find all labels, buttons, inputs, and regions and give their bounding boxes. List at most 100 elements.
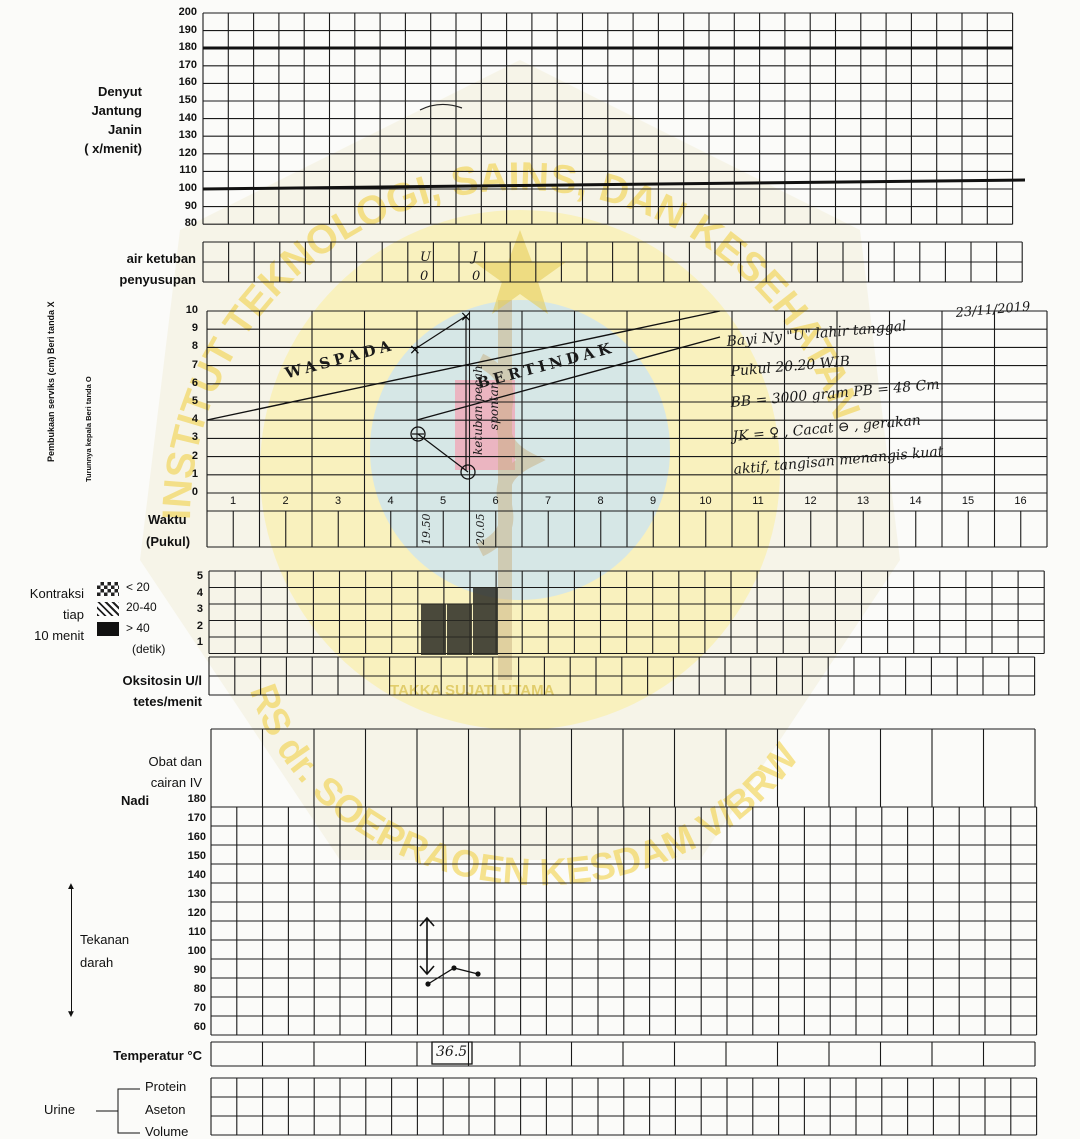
air-ketuban-value-1: U — [420, 250, 431, 265]
cervix-tick: 9 — [191, 322, 198, 335]
fhr-title-line-1: Denyut — [97, 84, 142, 99]
air-ketuban-label: air ketuban — [126, 251, 196, 266]
amniotic-grid — [202, 241, 1023, 283]
pukul-label: (Pukul) — [146, 534, 191, 549]
hour-number: 12 — [804, 495, 817, 507]
descent-plot-line — [417, 433, 469, 473]
contraction-tick: 2 — [196, 619, 203, 632]
fhr-tick: 150 — [178, 94, 197, 106]
spontan-note: spontan — [487, 381, 501, 431]
head-descent-label: Turunnya kepala Beri tanda O — [84, 376, 93, 482]
bp-arrow-up-icon: ▲ — [66, 881, 76, 892]
hour-number: 2 — [282, 495, 289, 507]
vitals-tick: 120 — [187, 907, 206, 919]
hour-number: 14 — [909, 495, 922, 507]
watermark-caduceus-icon — [476, 300, 546, 680]
cervix-tick: 7 — [191, 358, 198, 371]
contractions-title-line-1: Kontraksi — [29, 586, 84, 601]
vitals-grid — [210, 806, 1038, 1036]
vitals-tick: 170 — [187, 812, 206, 824]
fhr-title-line-2: Jantung — [91, 103, 142, 118]
vitals-tick: 180 — [187, 793, 206, 805]
tekanan-label: Tekanan — [80, 932, 130, 947]
contraction-bar-2 — [447, 604, 472, 655]
fhr-tick: 110 — [179, 164, 197, 177]
vitals-tick: 70 — [193, 1002, 206, 1014]
temperature-value: 36.5 — [436, 1044, 468, 1060]
urine-aseton-label: Aseton — [145, 1102, 186, 1117]
cervix-tick: 3 — [191, 431, 198, 444]
urine-grid — [210, 1077, 1038, 1136]
hour-number: 11 — [752, 495, 764, 507]
fhr-tick: 160 — [178, 76, 197, 89]
legend-gt40: > 40 — [126, 621, 150, 635]
urine-bracket-icon — [96, 1088, 140, 1134]
cervix-grid — [206, 310, 1048, 494]
urine-volume-label: Volume — [145, 1124, 189, 1139]
cervix-tick: 1 — [191, 467, 198, 480]
hour-number: 13 — [856, 495, 870, 507]
fhr-grid — [202, 12, 1014, 225]
darah-label: darah — [80, 955, 114, 970]
vitals-tick: 100 — [187, 945, 206, 957]
legend-20-40: 20-40 — [126, 600, 157, 614]
dilation-mark-x-2: × — [460, 309, 472, 325]
cervix-tick: 6 — [191, 376, 198, 389]
temperature-label: Temperatur °C — [113, 1048, 202, 1063]
oxytocin-grid — [208, 656, 1036, 696]
vitals-tick: 140 — [187, 869, 206, 881]
hour-number: 15 — [961, 495, 975, 507]
legend-solid-swatch-icon — [97, 622, 119, 636]
ketuban-pecah-note: ketuban pecah — [471, 365, 485, 455]
legend-detik: (detik) — [132, 642, 166, 656]
waspada-alert-line — [206, 310, 721, 421]
contractions-label: Kontraksi tiap 10 menit — [2, 583, 84, 646]
fhr-title-line-4: ( x/menit) — [84, 141, 142, 156]
bertindak-action-line — [416, 336, 721, 421]
vitals-tick: 150 — [187, 850, 206, 862]
fhr-tick: 80 — [184, 217, 197, 230]
bp-arrow-down-icon: ▼ — [66, 1009, 76, 1020]
hour-number: 1 — [229, 495, 237, 507]
hour-number: 4 — [387, 495, 394, 507]
vitals-tick: 110 — [188, 926, 206, 938]
pulse-point-2 — [451, 965, 457, 971]
contraction-tick: 5 — [196, 570, 203, 582]
cervical-dilation-label: Pembukaan serviks (cm) Beri tanda X — [46, 301, 56, 462]
pulse-point-3 — [475, 971, 481, 977]
fhr-tick: 100 — [178, 182, 197, 194]
contractions-title-line-3: 10 menit — [34, 628, 84, 643]
vitals-tick: 90 — [193, 964, 206, 976]
nadi-label: Nadi — [121, 793, 150, 808]
contractions-title-line-2: tiap — [63, 607, 84, 622]
penyusupan-label: penyusupan — [119, 272, 196, 287]
cervix-tick: 5 — [191, 395, 198, 407]
vitals-tick: 80 — [193, 983, 206, 995]
cervix-tick: 4 — [191, 413, 198, 426]
fhr-tick: 190 — [178, 23, 197, 36]
time-entry-1: 19.50 — [420, 513, 433, 546]
pulse-point-1 — [425, 981, 431, 987]
cervix-tick: 2 — [191, 449, 198, 462]
bp-range-arrow-icon — [71, 886, 72, 1014]
bp-systolic-arrow-icon — [419, 916, 435, 927]
descent-mark-o-2 — [460, 464, 476, 480]
contraction-tick: 4 — [196, 586, 203, 599]
time-grid — [206, 510, 1048, 548]
oxytocin-label: Oksitosin U/l — [122, 673, 202, 688]
dilation-mark-x-1: × — [409, 342, 421, 358]
hour-number: 7 — [544, 495, 552, 507]
contraction-bar-3 — [473, 587, 498, 655]
oxytocin-drops-label: tetes/menit — [133, 694, 202, 709]
fhr-tick: 90 — [184, 199, 197, 212]
hour-number: 9 — [649, 495, 657, 507]
fhr-tick: 130 — [178, 129, 197, 142]
contraction-tick: 3 — [196, 603, 203, 615]
cervix-tick: 10 — [185, 304, 198, 316]
hour-number: 6 — [492, 495, 499, 507]
hour-number: 3 — [334, 495, 342, 507]
legend-dotted-swatch-icon — [97, 582, 119, 596]
legend-lt20: < 20 — [126, 580, 150, 594]
fhr-title-line-3: Janin — [108, 122, 142, 137]
